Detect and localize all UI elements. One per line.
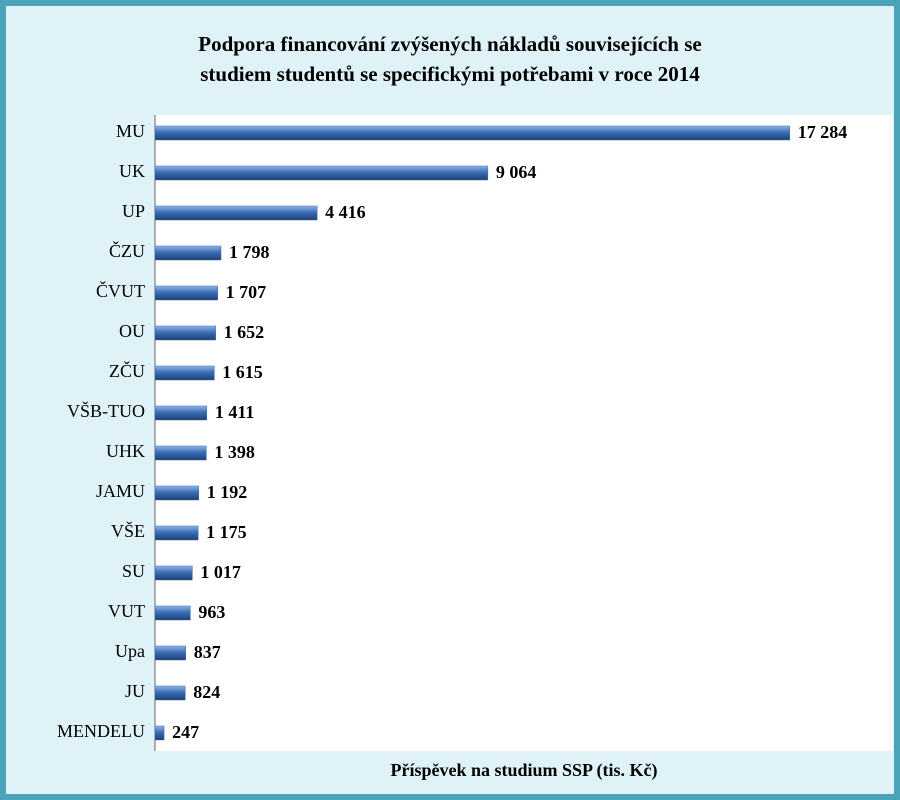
- bar: [154, 645, 186, 661]
- value-label: 17 284: [798, 122, 848, 142]
- value-label: 9 064: [496, 162, 537, 182]
- bar: [154, 725, 165, 741]
- value-label: 4 416: [325, 202, 366, 222]
- y-tick-label: SU: [122, 561, 145, 581]
- chart-title: studiem studentů se specifickými potřeba…: [200, 62, 700, 86]
- bar: [154, 445, 207, 461]
- y-tick-label: ČVUT: [96, 280, 145, 301]
- y-tick-label: JU: [125, 681, 145, 701]
- y-tick-label: VUT: [108, 601, 145, 621]
- y-tick-label: UP: [122, 201, 145, 221]
- y-tick-label: VŠE: [111, 520, 145, 541]
- x-axis-label: Příspěvek na studium SSP (tis. Kč): [390, 760, 657, 781]
- value-label: 837: [194, 642, 221, 662]
- value-label: 1 707: [226, 282, 266, 302]
- bar: [154, 405, 208, 421]
- y-tick-label: UK: [119, 161, 145, 181]
- y-tick-label: MENDELU: [57, 721, 145, 741]
- y-tick-label: ČZU: [109, 240, 145, 261]
- bar: [154, 125, 790, 141]
- value-label: 1 192: [207, 482, 248, 502]
- y-tick-label: VŠB-TUO: [67, 400, 145, 421]
- bar: [154, 285, 218, 301]
- bar: [154, 325, 216, 341]
- y-tick-label: OU: [119, 321, 145, 341]
- chart-title: Podpora financování zvýšených nákladů so…: [198, 32, 701, 56]
- value-label: 1 798: [229, 242, 270, 262]
- bar: [154, 165, 489, 181]
- value-label: 1 411: [215, 402, 255, 422]
- value-label: 247: [172, 722, 199, 742]
- value-label: 824: [193, 682, 220, 702]
- bar: [154, 365, 215, 381]
- plot-area: [155, 115, 893, 751]
- value-label: 1 398: [214, 442, 255, 462]
- bar: [154, 605, 191, 621]
- y-tick-label: MU: [116, 121, 145, 141]
- bar: [154, 525, 199, 541]
- y-tick-label: Upa: [115, 641, 145, 661]
- value-label: 1 175: [206, 522, 247, 542]
- bar: [154, 685, 186, 701]
- value-label: 1 652: [224, 322, 264, 342]
- bar: [154, 245, 222, 261]
- value-label: 1 615: [222, 362, 263, 382]
- y-tick-label: JAMU: [96, 481, 145, 501]
- y-tick-label: UHK: [106, 441, 145, 461]
- y-tick-label: ZČU: [109, 360, 145, 381]
- bar: [154, 565, 193, 581]
- bar: [154, 205, 318, 221]
- value-label: 963: [198, 602, 225, 622]
- bar: [154, 485, 200, 501]
- value-label: 1 017: [200, 562, 241, 582]
